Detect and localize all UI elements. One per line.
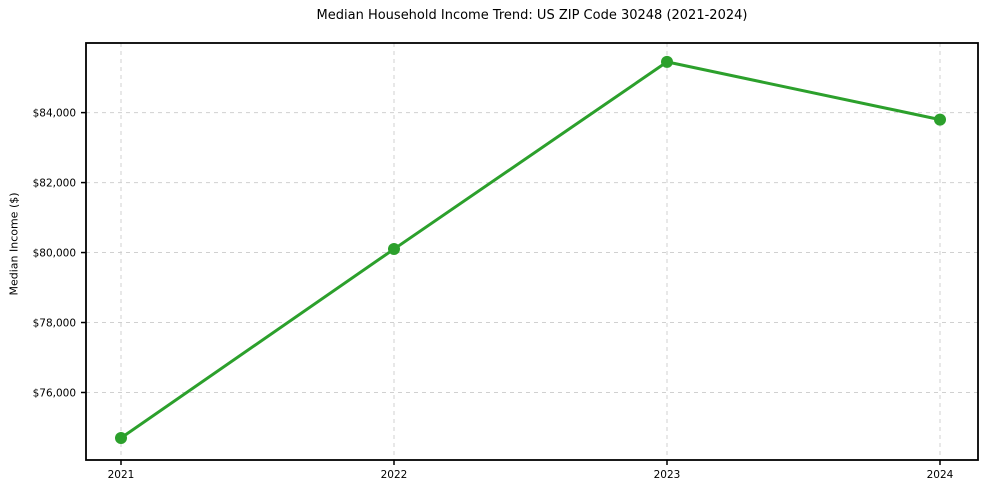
x-tick-label: 2022 bbox=[381, 469, 408, 481]
chart-title: Median Household Income Trend: US ZIP Co… bbox=[316, 8, 748, 23]
x-tick-label: 2024 bbox=[927, 469, 954, 481]
data-point-marker bbox=[388, 243, 400, 256]
data-point-marker bbox=[115, 431, 127, 444]
plot-spines bbox=[85, 42, 979, 461]
y-tick-label: $78,000 bbox=[33, 318, 76, 330]
y-tick-label: $82,000 bbox=[33, 178, 76, 190]
x-tick-label: 2021 bbox=[108, 469, 135, 481]
x-tick-label: 2023 bbox=[654, 469, 681, 481]
y-tick-label: $76,000 bbox=[33, 387, 76, 399]
y-tick-label: $80,000 bbox=[33, 248, 76, 260]
data-point-marker bbox=[661, 55, 673, 68]
y-tick-label: $84,000 bbox=[33, 108, 76, 120]
income-trend-line bbox=[119, 60, 942, 440]
data-point-marker bbox=[934, 113, 946, 126]
